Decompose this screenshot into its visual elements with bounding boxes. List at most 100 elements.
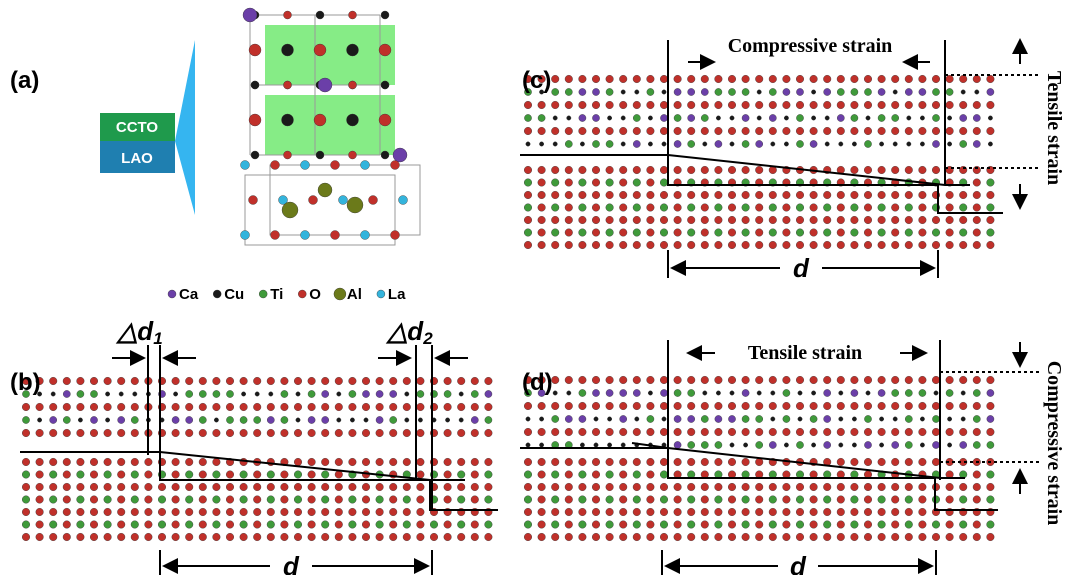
strain-label: Compressive strain xyxy=(728,35,893,57)
atom xyxy=(891,191,899,199)
atom xyxy=(932,114,939,121)
atom xyxy=(755,483,763,491)
atom xyxy=(728,191,736,199)
atom xyxy=(524,402,532,410)
atom xyxy=(308,471,316,479)
atom xyxy=(701,415,708,422)
atom xyxy=(322,416,329,423)
atom xyxy=(606,101,614,109)
atom xyxy=(565,471,573,479)
atom xyxy=(851,216,859,224)
atom xyxy=(321,458,329,466)
atom xyxy=(905,127,913,135)
atom xyxy=(524,127,532,135)
atom xyxy=(321,429,329,437)
atom xyxy=(301,231,310,240)
atom xyxy=(891,428,899,436)
atom xyxy=(715,241,723,249)
atom xyxy=(294,533,302,541)
atom xyxy=(565,483,573,491)
atom xyxy=(919,204,927,212)
atom xyxy=(36,458,44,466)
atom xyxy=(335,521,343,529)
atom xyxy=(381,81,389,89)
atom xyxy=(104,521,112,529)
atom xyxy=(213,403,221,411)
atom xyxy=(864,101,872,109)
atom xyxy=(117,429,125,437)
atom xyxy=(864,75,872,83)
atom xyxy=(118,416,125,423)
atom xyxy=(241,161,250,170)
atom xyxy=(213,458,221,466)
atom xyxy=(418,418,422,422)
atom xyxy=(376,496,384,504)
atom xyxy=(687,496,695,504)
atom xyxy=(592,127,600,135)
atom xyxy=(987,428,995,436)
atom xyxy=(973,533,981,541)
atom xyxy=(90,496,98,504)
atom xyxy=(281,429,289,437)
atom xyxy=(784,443,788,447)
atom xyxy=(905,376,913,384)
atom xyxy=(294,496,302,504)
atom xyxy=(145,471,153,479)
atom xyxy=(810,533,818,541)
atom xyxy=(891,533,899,541)
atom xyxy=(959,191,967,199)
atom xyxy=(444,471,452,479)
atom xyxy=(674,101,682,109)
atom xyxy=(471,471,479,479)
atom xyxy=(90,390,97,397)
atom xyxy=(524,508,532,516)
atom xyxy=(988,116,992,120)
atom xyxy=(851,389,858,396)
atom xyxy=(565,496,573,504)
atom xyxy=(403,521,411,529)
atom xyxy=(701,216,709,224)
atom xyxy=(864,441,871,448)
atom xyxy=(485,416,492,423)
atom xyxy=(524,496,532,504)
crystal-structure xyxy=(241,8,421,245)
atom xyxy=(660,533,668,541)
atom xyxy=(946,496,954,504)
atom xyxy=(36,471,44,479)
atom xyxy=(742,114,749,121)
atom xyxy=(715,140,722,147)
atom xyxy=(701,521,709,529)
atom xyxy=(878,166,886,174)
atom xyxy=(891,75,899,83)
atom xyxy=(946,483,954,491)
atom xyxy=(390,390,397,397)
atom xyxy=(878,101,886,109)
atom xyxy=(837,191,845,199)
atom xyxy=(213,496,221,504)
atom xyxy=(961,417,965,421)
atom xyxy=(796,88,803,95)
atom xyxy=(701,191,709,199)
atom xyxy=(633,402,641,410)
atom xyxy=(606,508,614,516)
atom xyxy=(891,376,899,384)
atom xyxy=(213,429,221,437)
atom xyxy=(117,521,125,529)
atom xyxy=(823,204,831,212)
atom xyxy=(565,508,573,516)
atom xyxy=(172,533,180,541)
atom xyxy=(606,471,614,479)
atom xyxy=(810,402,818,410)
atom xyxy=(485,390,492,397)
atom xyxy=(715,127,723,135)
atom xyxy=(961,90,965,94)
atom xyxy=(199,416,206,423)
atom xyxy=(318,183,332,197)
atom xyxy=(755,229,763,237)
atom xyxy=(619,204,627,212)
atom xyxy=(526,417,530,421)
atom xyxy=(824,441,831,448)
atom xyxy=(715,428,723,436)
atom xyxy=(444,483,452,491)
atom xyxy=(920,443,924,447)
